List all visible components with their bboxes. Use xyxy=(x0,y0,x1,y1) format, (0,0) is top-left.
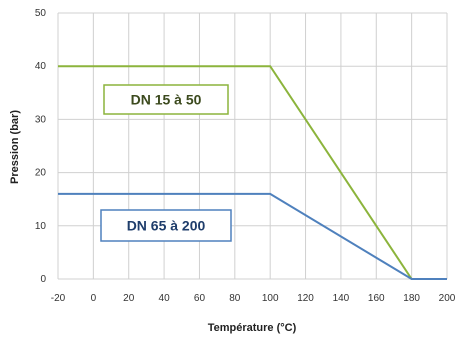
y-tick-label: 0 xyxy=(40,274,46,285)
series-label-boxes: DN 15 à 50 DN 65 à 200 xyxy=(100,84,232,242)
x-tick-label: 60 xyxy=(194,293,206,304)
series-label-2: DN 65 à 200 xyxy=(127,218,206,234)
x-tick-label: 20 xyxy=(123,293,135,304)
y-tick-label: 30 xyxy=(35,114,47,125)
y-tick-label: 50 xyxy=(35,8,47,19)
y-tick-label: 40 xyxy=(35,61,47,72)
x-tick-label: 80 xyxy=(229,293,241,304)
x-tick-label: -20 xyxy=(51,293,66,304)
series-label-box-1 xyxy=(103,84,229,115)
x-tick-label: 40 xyxy=(159,293,171,304)
x-tick-label: 160 xyxy=(368,293,385,304)
x-tick-label: 0 xyxy=(91,293,97,304)
x-tick-label: 100 xyxy=(262,293,279,304)
x-tick-label: 120 xyxy=(297,293,314,304)
series-label-1: DN 15 à 50 xyxy=(131,92,202,108)
x-axis-label: Température (°C) xyxy=(208,322,297,334)
y-tick-label: 20 xyxy=(35,168,47,179)
x-tick-label: 180 xyxy=(403,293,420,304)
y-axis-ticks: 0 10 20 30 40 50 xyxy=(35,8,47,285)
x-tick-label: 200 xyxy=(439,293,456,304)
x-axis-ticks: -20 0 20 40 60 80 100 120 140 160 180 200 xyxy=(51,293,456,304)
series-lines xyxy=(58,65,447,280)
x-tick-label: 140 xyxy=(333,293,350,304)
y-tick-label: 10 xyxy=(35,221,47,232)
y-axis-label: Pression (bar) xyxy=(9,110,21,184)
series-label-box-2 xyxy=(100,209,232,242)
series-line-2 xyxy=(58,192,447,280)
